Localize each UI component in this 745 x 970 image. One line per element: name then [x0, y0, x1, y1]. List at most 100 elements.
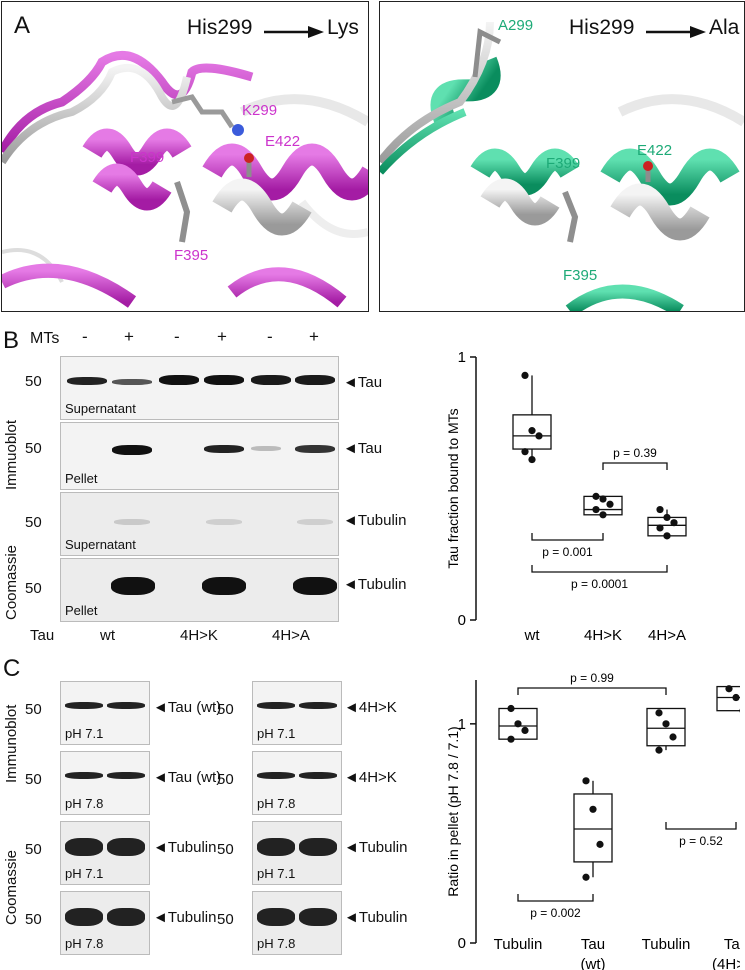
blot-tag: Supernatant [65, 537, 136, 552]
mts-sign: - [82, 327, 88, 346]
mts-sign: - [267, 327, 273, 346]
blot-tag: Pellet [65, 471, 98, 486]
data-point [521, 726, 529, 735]
blot-c-left-2: pH 7.8 [60, 751, 150, 815]
data-point [582, 777, 590, 785]
blot-target: ◄Tubulin [153, 839, 217, 856]
blot-c-right-1: pH 7.1 [252, 681, 342, 745]
p-value-label: p = 0.001 [542, 545, 593, 559]
gel-band [299, 908, 337, 926]
data-point [589, 805, 597, 813]
mts-sign: + [217, 327, 227, 346]
data-point [725, 685, 733, 693]
p-value-label: p = 0.99 [570, 671, 614, 685]
mw-marker: 50 [25, 771, 42, 788]
data-point [663, 532, 671, 540]
label-a299: A299 [498, 17, 534, 34]
label-f399: F399 [130, 149, 165, 166]
p-value-label: p = 0.002 [530, 906, 581, 920]
panel-b-letter: B [3, 327, 20, 354]
left-title-to: Lys [327, 16, 359, 39]
mw-marker: 50 [25, 373, 42, 390]
data-point [599, 495, 607, 503]
mw-marker: 50 [25, 514, 42, 531]
mw-marker: 50 [217, 701, 234, 718]
data-point [669, 733, 677, 741]
significance-bracket [517, 894, 594, 902]
label-k299: K299 [242, 102, 278, 119]
blot-target: ◄Tubulin [153, 909, 217, 926]
data-point [662, 720, 670, 728]
y-tick-label: 0 [458, 612, 466, 629]
category-label: wt [524, 627, 541, 644]
gel-band [299, 702, 337, 709]
gel-band [65, 772, 103, 779]
gel-band [107, 908, 145, 926]
box [646, 707, 686, 747]
y-axis-label: Ratio in pellet (pH 7.8 / 7.1) [445, 726, 461, 896]
label-f399: F399 [546, 155, 581, 172]
blot-target: ◄Tau (wt) [153, 769, 222, 786]
category-label: (4H>K) [712, 956, 740, 970]
blot-target: ◄Tubulin [343, 576, 407, 593]
box [498, 707, 538, 740]
blot-c-right-2: pH 7.8 [252, 751, 342, 815]
box [512, 414, 552, 450]
gel-band [107, 702, 145, 709]
blot-b-pellet-tubulin: Pellet [60, 558, 339, 622]
blot-target: ◄Tau (wt) [153, 699, 222, 716]
blot-tag: Pellet [65, 603, 98, 618]
significance-bracket [531, 533, 604, 541]
mw-marker: 50 [217, 771, 234, 788]
mw-marker: 50 [25, 911, 42, 928]
blot-target: ◄Tubulin [343, 512, 407, 529]
arrow-right-icon [646, 26, 706, 38]
gel-band [299, 838, 337, 856]
mw-marker: 50 [217, 911, 234, 928]
blot-target: ◄Tubulin [344, 839, 408, 856]
box [716, 685, 740, 712]
data-point [606, 500, 614, 508]
right-title-from: His299 [569, 16, 635, 39]
right-title-to: Ala [709, 16, 740, 39]
y-axis-label: Tau fraction bound to MTs [445, 408, 461, 568]
blot-target: ◄Tau [343, 440, 383, 457]
lane-group-4hk: 4H>K [180, 627, 218, 644]
tau-row-label: Tau [30, 627, 55, 644]
data-point [596, 840, 604, 848]
data-point [655, 709, 663, 717]
mw-marker: 50 [25, 440, 42, 457]
protein-structure-his299-ala [380, 21, 744, 311]
label-f395: F395 [563, 267, 598, 284]
protein-structure-his299-lys [2, 50, 368, 308]
significance-bracket [602, 462, 668, 470]
blot-c-left-3: pH 7.1 [60, 821, 150, 885]
chart-tau-fraction-bound: 0 1 Tau fraction bound to MTs wt 4H>K 4H>A p =… [445, 349, 687, 644]
blot-tag: Supernatant [65, 401, 136, 416]
category-label: Tubulin [494, 936, 543, 953]
blot-c-left-4: pH 7.8 [60, 891, 150, 955]
mw-marker: 50 [25, 841, 42, 858]
gel-band [65, 838, 103, 856]
mw-marker: 50 [25, 580, 42, 597]
side-label-coomassie: Coomassie [3, 544, 20, 620]
label-e422: E422 [637, 142, 673, 159]
data-point [655, 746, 663, 754]
data-point [656, 505, 664, 514]
data-point [521, 371, 529, 380]
lane-group-4ha: 4H>A [272, 627, 310, 644]
gel-band [257, 838, 295, 856]
significance-bracket [531, 565, 668, 573]
blot-c-left-1: pH 7.1 [60, 681, 150, 745]
lane-group-wt: wt [100, 627, 115, 644]
blot-b-pellet-tau: Pellet [60, 422, 339, 490]
left-title-from: His299 [187, 16, 253, 39]
y-tick-label: 0 [458, 935, 466, 952]
data-point [507, 735, 515, 743]
data-point [507, 704, 515, 713]
side-label-coomassie: Coomassie [3, 849, 20, 925]
significance-bracket [665, 822, 737, 830]
blot-b-supernatant-tau: Supernatant [60, 356, 339, 420]
category-label: Tau [724, 936, 740, 953]
